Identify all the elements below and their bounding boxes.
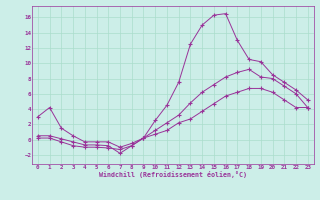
X-axis label: Windchill (Refroidissement éolien,°C): Windchill (Refroidissement éolien,°C) [99, 171, 247, 178]
